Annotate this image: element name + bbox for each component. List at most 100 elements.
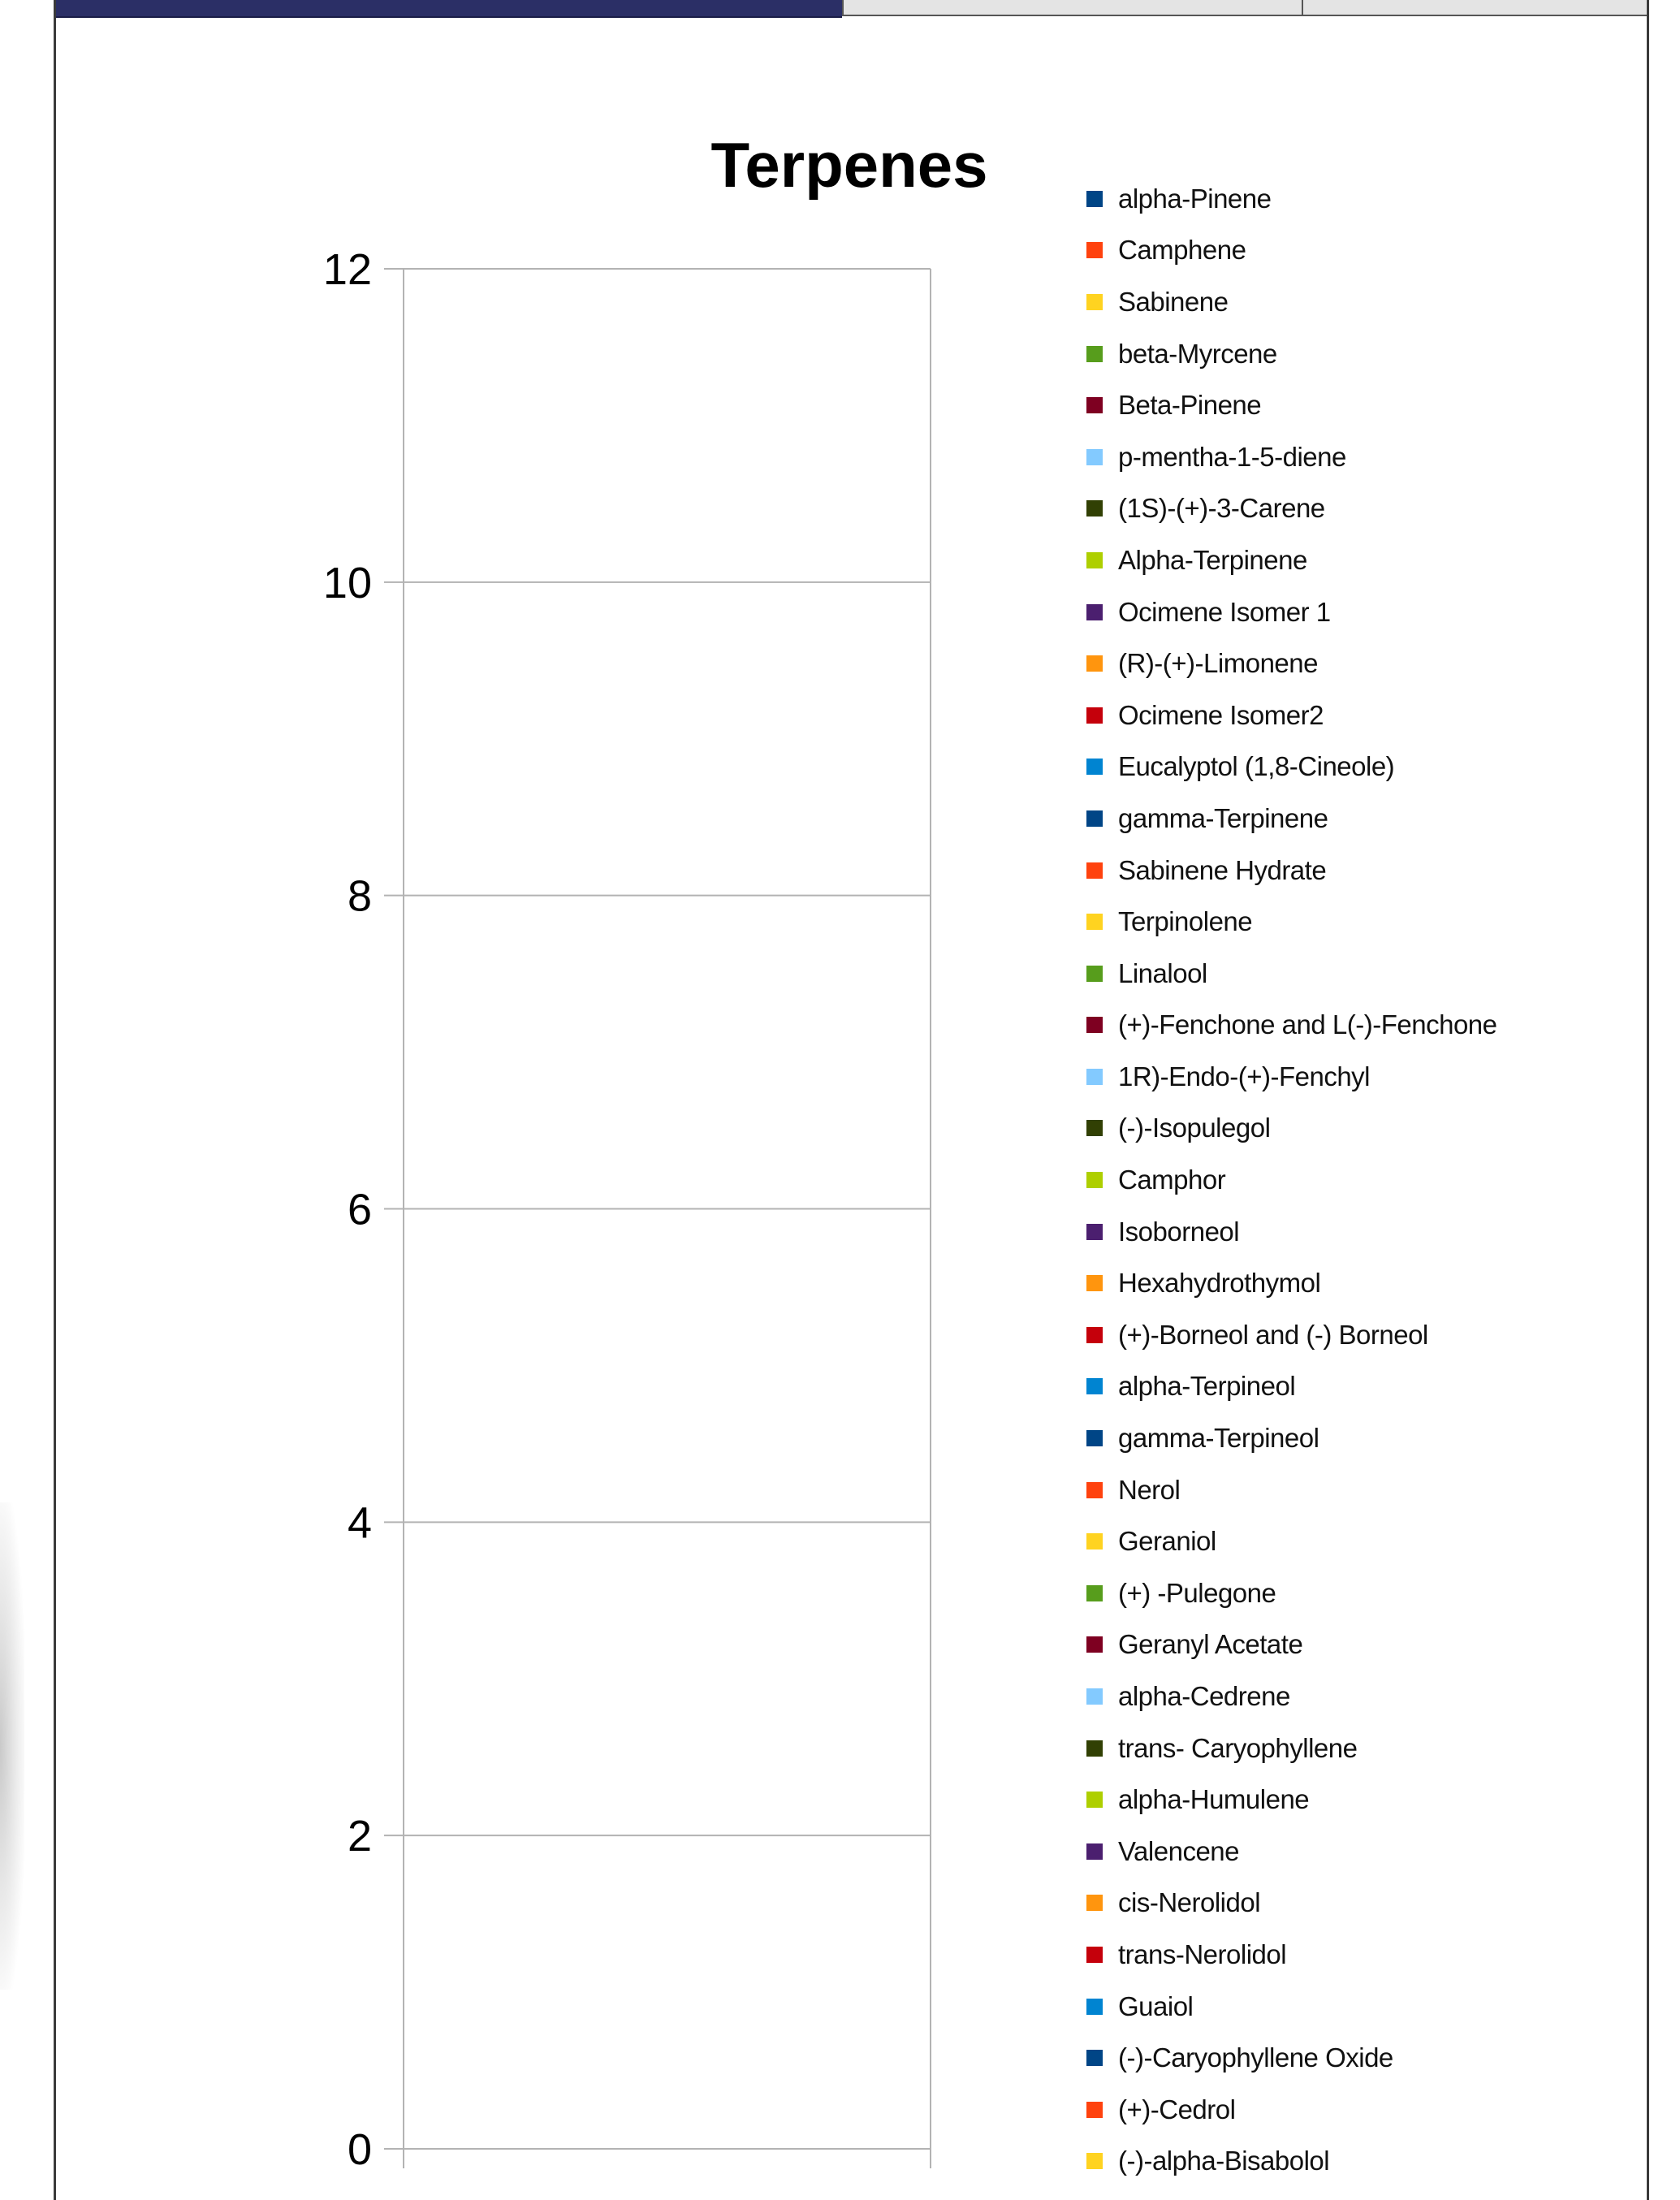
legend-label: (-)-Caryophyllene Oxide [1118, 2042, 1393, 2073]
y-tick-label: 4 [348, 1498, 372, 1547]
legend-swatch [1086, 500, 1103, 517]
legend-item: gamma-Terpineol [1086, 1412, 1497, 1464]
legend-item: Sabinene Hydrate [1086, 845, 1497, 897]
page-border-right [1647, 0, 1649, 2200]
legend-swatch [1086, 1017, 1103, 1034]
legend-label: alpha-Pinene [1118, 183, 1272, 214]
legend-item: alpha-Pinene [1086, 173, 1497, 225]
legend-swatch [1086, 551, 1103, 568]
legend-item: Alpha-Terpinene [1086, 534, 1497, 586]
legend-item: p-mentha-1-5-diene [1086, 431, 1497, 483]
legend-label: alpha-Humulene [1118, 1784, 1310, 1815]
legend-label: Guaiol [1118, 1990, 1194, 2021]
legend-swatch [1086, 810, 1103, 827]
legend-item: (+)-Borneol and (-) Borneol [1086, 1309, 1497, 1361]
legend-swatch [1086, 862, 1103, 879]
legend-swatch [1086, 655, 1103, 672]
legend-swatch [1086, 603, 1103, 620]
legend-item: Geranyl Acetate [1086, 1619, 1497, 1671]
chart-title: Terpenes [710, 129, 987, 201]
legend-label: Nerol [1118, 1474, 1181, 1505]
legend-label: (+) -Pulegone [1118, 1577, 1276, 1608]
legend-item: Ocimene Isomer 1 [1086, 586, 1497, 638]
y-tick-label: 8 [348, 872, 372, 921]
legend-item: trans-Nerolidol [1086, 1929, 1497, 1981]
legend-item: Valencene [1086, 1826, 1497, 1878]
legend-label: 1R)-Endo-(+)-Fenchyl [1118, 1061, 1371, 1091]
legend-label: Terpinolene [1118, 906, 1253, 937]
legend-swatch [1086, 2153, 1103, 2170]
y-tick-label: 10 [323, 559, 372, 607]
legend-label: Sabinene [1118, 286, 1229, 317]
legend-item: (+)-Cedrol [1086, 2084, 1497, 2136]
legend-swatch [1086, 1584, 1103, 1601]
legend-swatch [1086, 1275, 1103, 1292]
legend-label: (-)-Isopulegol [1118, 1113, 1271, 1143]
gridlines [384, 268, 931, 2168]
legend-item: Ocimene Isomer2 [1086, 689, 1497, 741]
legend-swatch [1086, 1533, 1103, 1550]
legend-label: (+)-Fenchone and L(-)-Fenchone [1118, 1009, 1497, 1040]
legend-swatch [1086, 965, 1103, 982]
header-banner [54, 0, 842, 18]
legend-swatch [1086, 1120, 1103, 1137]
legend-swatch [1086, 397, 1103, 414]
legend-label: Alpha-Terpinene [1118, 544, 1307, 575]
legend-swatch [1086, 1430, 1103, 1447]
legend-label: Sabinene Hydrate [1118, 854, 1327, 885]
legend-item: 1R)-Endo-(+)-Fenchyl [1086, 1051, 1497, 1103]
legend-swatch [1086, 1998, 1103, 2015]
legend-item: Guaiol [1086, 1981, 1497, 2033]
legend-swatch [1086, 1636, 1103, 1653]
legend-swatch [1086, 1326, 1103, 1343]
y-tick-label: 0 [348, 2125, 372, 2174]
legend-swatch [1086, 707, 1103, 724]
legend-swatch [1086, 914, 1103, 931]
legend-label: (-)-alpha-Bisabolol [1118, 2146, 1330, 2176]
legend-swatch [1086, 1895, 1103, 1912]
legend-item: (+)-Fenchone and L(-)-Fenchone [1086, 1000, 1497, 1052]
legend-item: Isoborneol [1086, 1206, 1497, 1258]
legend-label: Valencene [1118, 1835, 1240, 1866]
legend-label: Ocimene Isomer2 [1118, 699, 1324, 730]
legend-label: Hexahydrothymol [1118, 1268, 1321, 1299]
legend-label: cis-Nerolidol [1118, 1887, 1261, 1918]
legend-swatch [1086, 1843, 1103, 1860]
legend-label: gamma-Terpinene [1118, 802, 1328, 833]
legend-label: (1S)-(+)-3-Carene [1118, 493, 1325, 524]
legend-item: (-)-alpha-Bisabolol [1086, 2136, 1497, 2188]
legend-item: trans- Caryophyllene [1086, 1722, 1497, 1774]
legend-label: gamma-Terpineol [1118, 1423, 1319, 1454]
legend-swatch [1086, 1792, 1103, 1809]
legend-label: alpha-Terpineol [1118, 1371, 1296, 1402]
y-tick-label: 2 [348, 1812, 372, 1861]
legend-label: Geraniol [1118, 1526, 1216, 1557]
legend-label: trans- Caryophyllene [1118, 1732, 1358, 1763]
scan-shadow [0, 1502, 24, 1990]
legend-swatch [1086, 190, 1103, 207]
legend-item: (-)-Caryophyllene Oxide [1086, 2032, 1497, 2084]
legend-label: alpha-Cedrene [1118, 1681, 1290, 1712]
legend-label: beta-Myrcene [1118, 338, 1277, 369]
legend-item: Linalool [1086, 948, 1497, 1000]
legend-item: alpha-Humulene [1086, 1774, 1497, 1826]
legend-label: (R)-(+)-Limonene [1118, 648, 1318, 679]
y-tick-label: 12 [323, 245, 372, 294]
legend-label: (+)-Cedrol [1118, 2094, 1236, 2124]
legend-swatch [1086, 1946, 1103, 1963]
legend-item: Camphene [1086, 225, 1497, 277]
legend-label: Linalool [1118, 957, 1207, 988]
legend-item: (1S)-(+)-3-Carene [1086, 483, 1497, 535]
legend-item: alpha-Terpineol [1086, 1361, 1497, 1413]
legend-label: trans-Nerolidol [1118, 1939, 1287, 1969]
legend-swatch [1086, 1068, 1103, 1085]
legend-label: Beta-Pinene [1118, 390, 1262, 421]
chart-legend: alpha-Pinene Camphene Sabinene beta-Myrcene… [1086, 173, 1497, 2187]
legend-item: Sabinene [1086, 276, 1497, 328]
legend-item: cis-Nerolidol [1086, 1878, 1497, 1930]
legend-item: (-)-Isopulegol [1086, 1103, 1497, 1155]
legend-swatch [1086, 2050, 1103, 2067]
legend-swatch [1086, 1481, 1103, 1498]
